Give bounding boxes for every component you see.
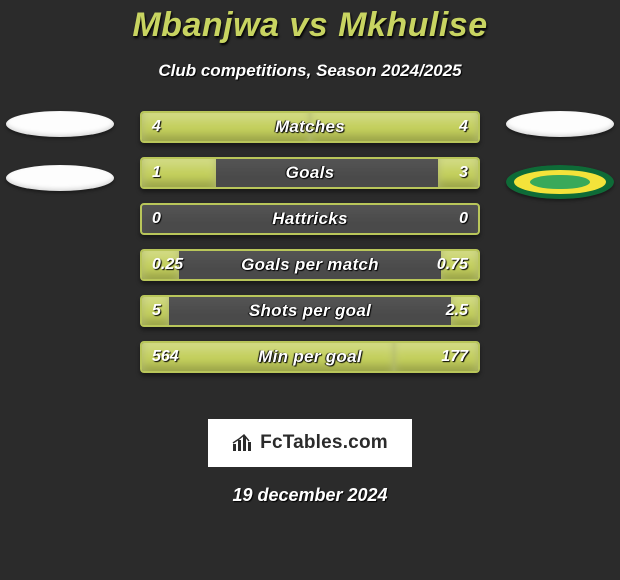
row-label: Goals: [142, 159, 478, 187]
date-text: 19 december 2024: [0, 485, 620, 506]
left-logo-2: [6, 165, 114, 191]
comparison-infographic: Mbanjwa vs Mkhulise Club competitions, S…: [0, 0, 620, 580]
right-club-badge: [506, 165, 614, 199]
row-label: Hattricks: [142, 205, 478, 233]
row-label: Min per goal: [142, 343, 478, 371]
row-label: Goals per match: [142, 251, 478, 279]
left-logo-1: [6, 111, 114, 137]
right-player-logos: [506, 111, 614, 199]
stat-row: 0.250.75Goals per match: [140, 249, 480, 281]
stat-row: 13Goals: [140, 157, 480, 189]
stat-row: 00Hattricks: [140, 203, 480, 235]
watermark: FcTables.com: [208, 419, 412, 467]
stat-row: 52.5Shots per goal: [140, 295, 480, 327]
right-logo-1: [506, 111, 614, 137]
stat-row: 564177Min per goal: [140, 341, 480, 373]
left-player-logos: [6, 111, 114, 219]
chart-area: 44Matches 13Goals 00Hattricks 0.250.75Goals…: [0, 111, 620, 411]
stat-row: 44Matches: [140, 111, 480, 143]
row-label: Matches: [142, 113, 478, 141]
subtitle: Club competitions, Season 2024/2025: [0, 61, 620, 81]
stat-rows: 44Matches 13Goals 00Hattricks 0.250.75Goals…: [140, 111, 480, 387]
watermark-text: FcTables.com: [260, 432, 388, 454]
page-title: Mbanjwa vs Mkhulise: [0, 6, 620, 45]
bar-chart-icon: [232, 434, 254, 452]
row-label: Shots per goal: [142, 297, 478, 325]
